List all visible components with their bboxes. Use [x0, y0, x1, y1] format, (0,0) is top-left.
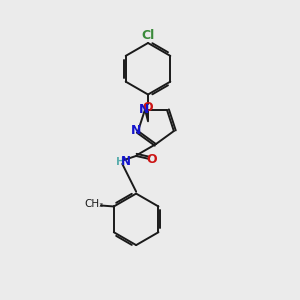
Text: N: N — [131, 124, 141, 136]
Text: N: N — [121, 155, 131, 168]
Text: H: H — [116, 157, 125, 167]
Text: O: O — [143, 101, 153, 114]
Text: Cl: Cl — [141, 29, 154, 42]
Text: CH₃: CH₃ — [84, 200, 104, 209]
Text: O: O — [147, 153, 157, 167]
Text: N: N — [139, 103, 149, 116]
